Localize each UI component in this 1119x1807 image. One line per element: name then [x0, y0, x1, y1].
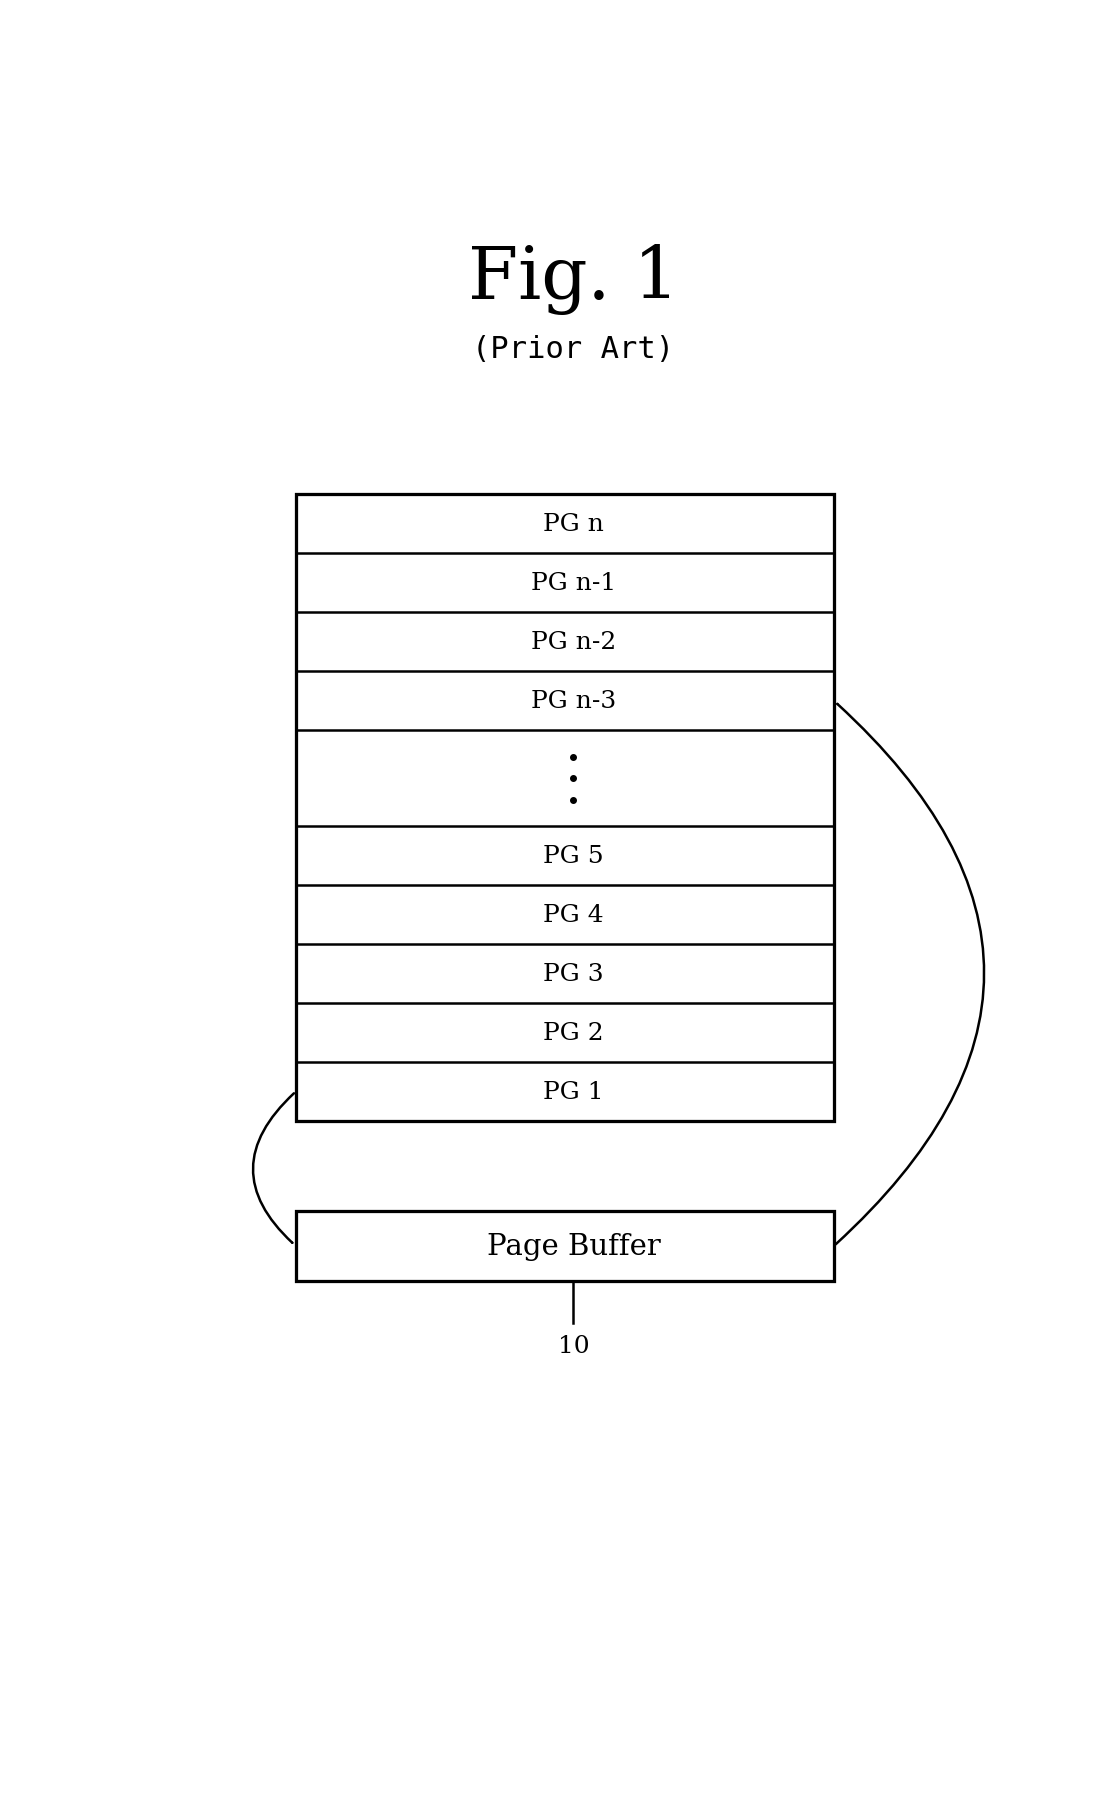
Bar	[295, 1212, 834, 1281]
FancyArrowPatch shape	[836, 705, 984, 1245]
Text: Fig. 1: Fig. 1	[468, 244, 679, 314]
Text: Page Buffer: Page Buffer	[487, 1232, 660, 1261]
Text: PG n: PG n	[543, 513, 604, 537]
Text: PG n-3: PG n-3	[530, 690, 617, 712]
Text: PG 4: PG 4	[543, 904, 604, 927]
Text: PG n-2: PG n-2	[530, 631, 617, 654]
Text: PG 1: PG 1	[543, 1081, 604, 1104]
Text: PG 2: PG 2	[543, 1021, 604, 1044]
Text: 10: 10	[557, 1334, 590, 1357]
FancyArrowPatch shape	[253, 1093, 294, 1243]
Text: (Prior Art): (Prior Art)	[472, 334, 675, 363]
Text: PG 3: PG 3	[543, 963, 604, 985]
Bar	[295, 495, 834, 1120]
Text: PG n-1: PG n-1	[530, 573, 617, 595]
Text: PG 5: PG 5	[543, 846, 604, 867]
